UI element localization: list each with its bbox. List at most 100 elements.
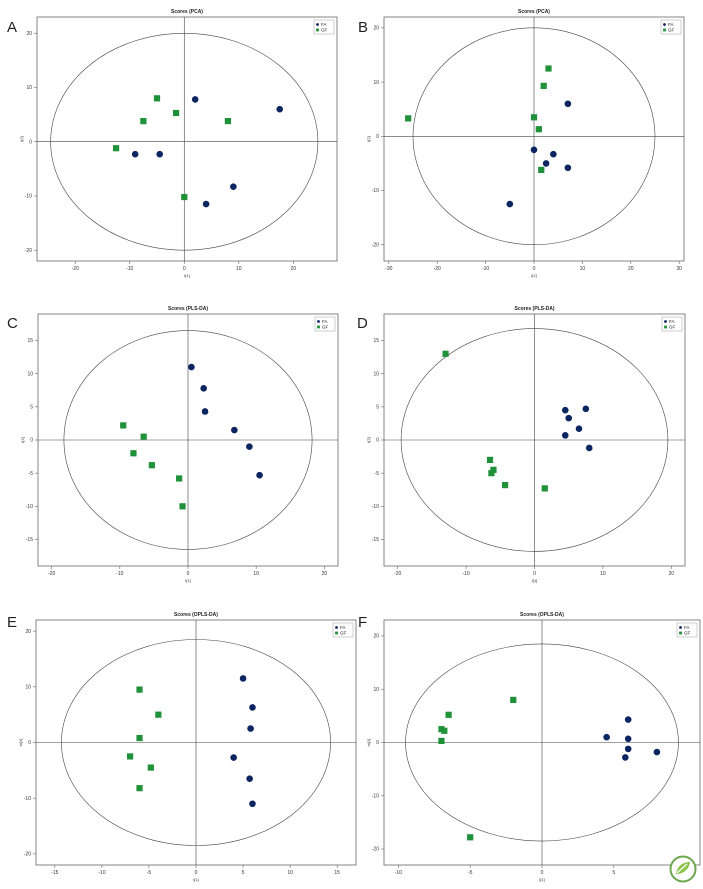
data-point-gf	[120, 422, 127, 429]
data-point-fa	[249, 800, 256, 808]
y-tick-label: 10	[373, 687, 379, 693]
legend-box	[676, 622, 698, 638]
data-point-fa	[564, 100, 572, 108]
y-tick-label: -15	[26, 537, 33, 543]
panel-letter: A	[7, 19, 17, 36]
data-point-fa	[246, 775, 253, 782]
x-tick-label: 0	[183, 266, 186, 272]
y-axis-label: t[2]	[20, 437, 25, 443]
x-tick-label: 10	[600, 571, 606, 577]
x-tick-label: -10	[98, 870, 105, 876]
legend-marker-gf	[317, 325, 320, 329]
panel-letter: F	[358, 614, 367, 631]
x-tick-label: 20	[628, 266, 634, 272]
y-axis-label: to[1]	[18, 739, 23, 747]
legend-label: FA	[668, 22, 674, 27]
x-tick-label: -10	[116, 571, 123, 577]
legend-label: FA	[321, 22, 327, 27]
legend-label: FA	[669, 319, 675, 324]
x-axis-label: t[1]	[539, 877, 545, 882]
y-tick-label: -20	[24, 852, 31, 858]
data-point-gf	[140, 433, 147, 440]
y-tick-label: 10	[25, 685, 31, 691]
data-point-gf	[148, 462, 155, 469]
watermark-leaf-icon	[669, 855, 697, 883]
legend-box	[661, 316, 683, 332]
chart-title: Scores (PLS-DA)	[514, 306, 554, 312]
data-point-fa	[565, 414, 573, 422]
y-tick-label: -5	[29, 471, 34, 477]
x-tick-label: -15	[51, 870, 58, 876]
x-tick-label: -10	[462, 571, 469, 577]
x-tick-label: 10	[253, 571, 259, 577]
x-tick-label: -20	[48, 571, 55, 577]
panel-b: B Scores (PCA) -30 -20 -10 0 10 20 30 -20 -10 0 10 20…	[358, 9, 685, 278]
x-tick-label: -10	[126, 266, 133, 272]
chart-title: Scores (PCA)	[171, 9, 203, 15]
legend-box	[332, 622, 354, 638]
x-tick-label: 20	[291, 266, 297, 272]
y-tick-label: -10	[24, 796, 31, 802]
data-point-gf	[541, 485, 548, 492]
chart-title: Scores (PLS-DA)	[168, 306, 208, 312]
panel-letter: C	[7, 315, 18, 332]
legend-box	[660, 19, 682, 35]
y-tick-label: 0	[29, 139, 32, 145]
data-point-gf	[153, 95, 161, 102]
x-tick-label: -20	[434, 266, 441, 272]
legend-marker-gf	[679, 631, 682, 635]
data-point-gf	[467, 834, 474, 841]
y-tick-label: -5	[375, 471, 380, 477]
panel-c: C Scores (PLS-DA) -20 -10 0 10 20 -15 -10 -5 0 5 10 1…	[7, 306, 339, 583]
y-tick-label: 0	[376, 134, 379, 140]
x-tick-label: -30	[385, 266, 392, 272]
data-point-gf	[438, 737, 445, 745]
data-point-gf	[179, 503, 186, 510]
y-tick-label: 5	[376, 405, 379, 411]
x-tick-label: 5	[612, 870, 615, 876]
x-tick-label: 5	[242, 870, 245, 876]
data-point-gf	[127, 753, 134, 760]
data-point-fa	[603, 733, 610, 741]
y-tick-label: 20	[25, 629, 31, 635]
legend-marker-fa	[316, 23, 319, 26]
y-tick-label: -15	[372, 537, 379, 543]
y-axis-label: t[2]	[366, 136, 371, 142]
data-point-gf	[147, 764, 154, 771]
confidence-ellipse	[61, 639, 331, 846]
confidence-ellipse	[405, 643, 679, 842]
chart-title: Scores (OPLS-DA)	[520, 612, 564, 618]
data-point-fa	[256, 471, 263, 479]
y-tick-label: -10	[26, 504, 33, 510]
data-point-fa	[230, 754, 237, 761]
legend-marker-gf	[316, 28, 319, 32]
data-point-fa	[231, 426, 238, 434]
data-point-fa	[582, 405, 590, 413]
data-point-fa	[246, 443, 253, 450]
y-tick-label: 10	[373, 80, 379, 86]
legend-marker-fa	[335, 626, 338, 629]
legend-label: GF	[684, 631, 691, 636]
data-point-gf	[224, 118, 232, 125]
panel-d: D Scores (PLS-DA) -20 -10 0 10 20 -15 -10 -5 0 5 10 1…	[357, 306, 686, 583]
legend-marker-gf	[335, 631, 338, 635]
y-tick-label: -20	[372, 847, 379, 853]
y-tick-label: -10	[372, 504, 379, 510]
y-tick-label: 10	[27, 371, 33, 377]
x-tick-label: 10	[580, 266, 586, 272]
data-point-gf	[442, 350, 449, 357]
confidence-ellipse	[400, 328, 669, 552]
legend-label: GF	[321, 28, 328, 33]
data-point-gf	[136, 734, 143, 742]
y-tick-label: 0	[28, 740, 31, 746]
x-tick-label: 10	[287, 870, 293, 876]
data-point-gf	[510, 696, 517, 703]
y-axis-label: to[1]	[366, 739, 371, 747]
panel-letter: E	[7, 614, 17, 631]
legend-marker-fa	[664, 320, 667, 323]
x-tick-label: -20	[72, 266, 79, 272]
legend-label: GF	[340, 631, 347, 636]
